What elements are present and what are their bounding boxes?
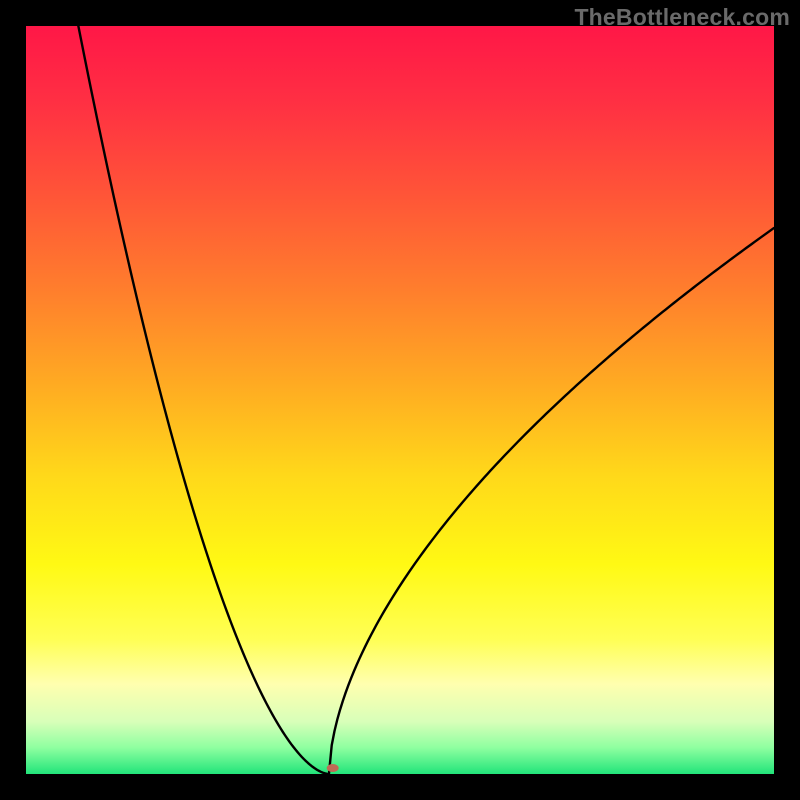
- optimal-point-marker: [327, 764, 339, 772]
- plot-background: [26, 26, 774, 774]
- watermark-text: TheBottleneck.com: [574, 4, 790, 31]
- bottleneck-chart: TheBottleneck.com: [0, 0, 800, 800]
- chart-svg: [0, 0, 800, 800]
